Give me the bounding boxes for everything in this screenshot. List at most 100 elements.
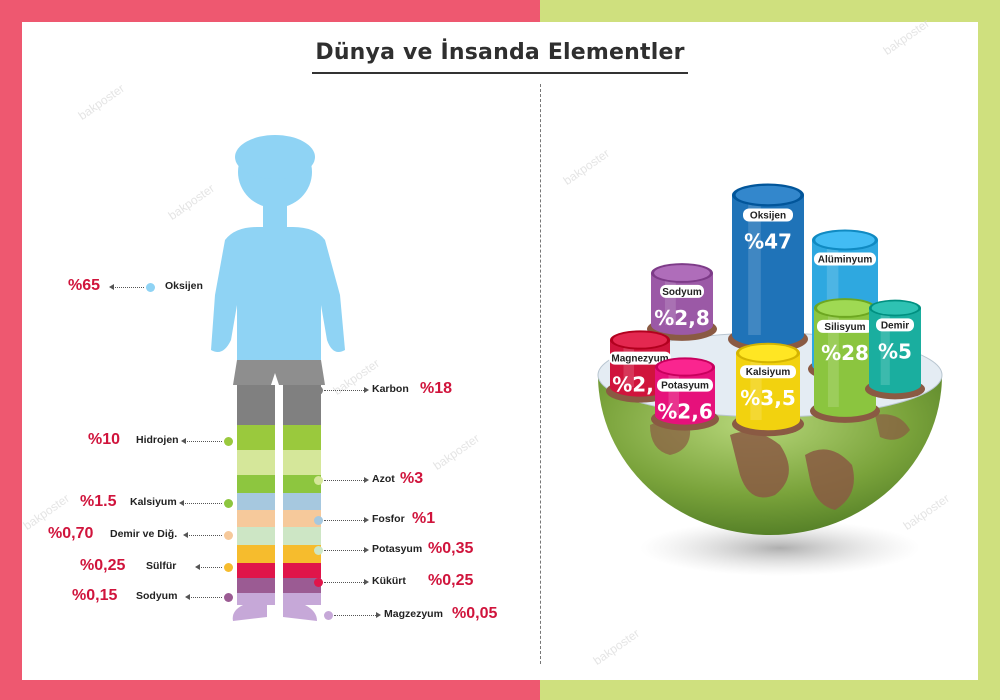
- cylinder: Sodyum %2,8: [647, 263, 717, 341]
- element-percent: %1.5: [80, 493, 117, 510]
- cylinder-lid-inner: [613, 332, 667, 348]
- element-name: Azot: [372, 473, 395, 485]
- earth-continent-2: [805, 449, 854, 510]
- leader-line: [195, 564, 222, 570]
- human-neck: [263, 203, 287, 231]
- element-percent: %0,15: [72, 587, 118, 604]
- leg-band: [283, 475, 321, 493]
- leg-bands: [237, 385, 321, 605]
- cylinder-name: Silisyum: [824, 322, 865, 333]
- leader-line: [181, 438, 222, 444]
- cylinder-body: [732, 195, 804, 347]
- cylinder-name-bg: [876, 318, 914, 332]
- cylinder-value: %2,8: [654, 306, 709, 330]
- cylinder-highlight: [750, 353, 762, 420]
- human-foot-right: [283, 605, 317, 621]
- element-dot: [146, 283, 155, 292]
- cylinder-highlight: [664, 273, 676, 325]
- element-percent: %3: [400, 470, 424, 487]
- element-dot: [224, 531, 233, 540]
- cylinder-name-bg: [817, 319, 873, 333]
- cylinder-highlight: [827, 308, 839, 407]
- element-dot: [324, 611, 333, 620]
- cylinder-lid-inner: [815, 231, 875, 249]
- center-divider: [540, 84, 541, 664]
- earth-continent-1: [730, 431, 789, 498]
- leg-band: [237, 593, 275, 605]
- cylinder: Potasyum %2,6: [651, 357, 719, 431]
- leg-band: [283, 450, 321, 475]
- element-dot: [224, 499, 233, 508]
- element-name: Karbon: [372, 383, 409, 395]
- leader-line: [324, 517, 369, 523]
- leg-band: [283, 493, 321, 510]
- cylinder-name-bg: [814, 252, 876, 266]
- page-title: Dünya ve İnsanda Elementler: [315, 40, 685, 65]
- title-underline: [312, 72, 688, 74]
- element-percent: %0,05: [452, 605, 498, 622]
- human-shorts: [233, 360, 325, 385]
- element-name: Kalsiyum: [130, 496, 177, 508]
- leader-line: [324, 387, 369, 393]
- leg-band: [237, 450, 275, 475]
- element-dot: [224, 437, 233, 446]
- cylinder-value: %28: [821, 341, 869, 365]
- element-dot: [314, 386, 323, 395]
- cylinder-value: %5: [878, 339, 912, 363]
- element-percent: %1: [412, 510, 436, 527]
- earth-chart: Oksijen %47 Alüminyum Sodyum %2,8 Silisyum %28…: [597, 183, 943, 576]
- leg-band: [237, 475, 275, 493]
- leg-band: [237, 510, 275, 527]
- element-dot: [224, 593, 233, 602]
- element-name: Demir ve Diğ.: [110, 528, 178, 540]
- element-percent: %10: [88, 431, 121, 448]
- element-percent: %65: [68, 277, 101, 294]
- leg-band: [283, 527, 321, 545]
- cylinder: Oksijen %47: [728, 183, 808, 353]
- cylinder-lid-inner: [658, 359, 712, 375]
- cylinder-name-bg: [743, 208, 793, 222]
- element-percent: %0,70: [48, 525, 94, 542]
- leader-line: [324, 477, 369, 483]
- leg-band: [237, 527, 275, 545]
- cylinder-value: %47: [744, 230, 792, 254]
- element-name: Hidrojen: [136, 434, 179, 446]
- cylinder-name-bg: [609, 351, 671, 365]
- leg-band: [283, 593, 321, 605]
- leg-band: [283, 545, 321, 563]
- element-name: Sülfür: [146, 560, 177, 572]
- leader-line: [179, 500, 222, 506]
- leg-band: [283, 425, 321, 450]
- cylinder-name-bg: [657, 378, 713, 392]
- element-percent: %18: [420, 380, 453, 397]
- element-name: Oksijen: [165, 280, 203, 292]
- leader-line: [109, 284, 144, 290]
- element-percent: %0,25: [428, 572, 474, 589]
- element-percent: %0,35: [428, 540, 474, 557]
- leader-line: [324, 547, 369, 553]
- leg-band: [237, 578, 275, 593]
- cylinder-value: %2,6: [657, 400, 712, 424]
- leg-band: [283, 578, 321, 593]
- cylinder-name-bg: [740, 365, 796, 379]
- cylinder-name: Demir: [881, 320, 909, 331]
- human-foot-left: [232, 605, 267, 621]
- cylinder-highlight: [880, 308, 890, 385]
- leg-band: [237, 545, 275, 563]
- element-name: Fosfor: [372, 513, 405, 525]
- leg-band: [283, 510, 321, 527]
- cylinder-name: Sodyum: [662, 287, 702, 298]
- cylinder: Kalsiyum %3,5: [732, 342, 804, 437]
- cylinder-highlight: [748, 195, 761, 335]
- cylinder-lid-inner: [739, 344, 797, 362]
- cylinder-lid-inner: [871, 301, 919, 315]
- human-figure: [211, 135, 345, 621]
- leader-line: [183, 532, 222, 538]
- cylinder-name-bg: [660, 284, 704, 298]
- leg-band: [237, 385, 275, 425]
- element-dot: [314, 546, 323, 555]
- element-name: Kükürt: [372, 575, 406, 587]
- leader-line: [334, 612, 381, 618]
- human-hair: [235, 135, 315, 179]
- cylinder-name: Magnezyum: [611, 354, 668, 365]
